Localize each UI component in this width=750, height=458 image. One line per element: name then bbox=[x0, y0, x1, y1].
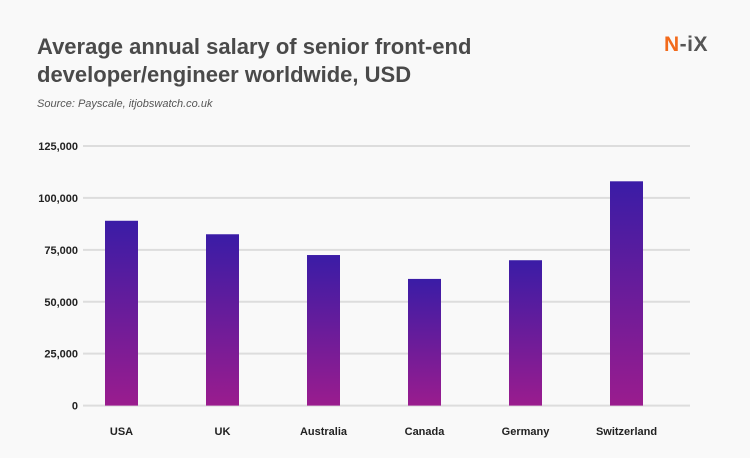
y-tick-label: 75,000 bbox=[44, 245, 78, 257]
y-tick-label: 125,000 bbox=[38, 141, 78, 153]
n-ix-logo: N-iX bbox=[664, 33, 708, 57]
chart-source: Source: Payscale, itjobswatch.co.uk bbox=[37, 98, 213, 110]
bar-uk bbox=[206, 234, 239, 406]
bar-germany bbox=[509, 260, 542, 406]
x-tick-label: UK bbox=[215, 426, 231, 438]
y-tick-label: 0 bbox=[72, 401, 78, 413]
bar-switzerland bbox=[610, 181, 643, 406]
y-tick-label: 25,000 bbox=[44, 349, 78, 361]
bar-usa bbox=[105, 220, 138, 406]
x-tick-label: Canada bbox=[405, 426, 446, 438]
x-tick-label: Australia bbox=[300, 426, 348, 438]
x-tick-label: Switzerland bbox=[596, 426, 657, 438]
bar-australia bbox=[307, 255, 340, 406]
x-tick-label: Germany bbox=[502, 426, 551, 438]
bar-canada bbox=[408, 278, 441, 406]
logo-ix: -iX bbox=[679, 33, 709, 56]
x-tick-label: USA bbox=[110, 426, 133, 438]
y-tick-label: 100,000 bbox=[38, 193, 78, 205]
y-tick-label: 50,000 bbox=[44, 297, 78, 309]
chart-title: Average annual salary of senior front-en… bbox=[37, 34, 472, 87]
logo-n: N bbox=[664, 33, 680, 56]
